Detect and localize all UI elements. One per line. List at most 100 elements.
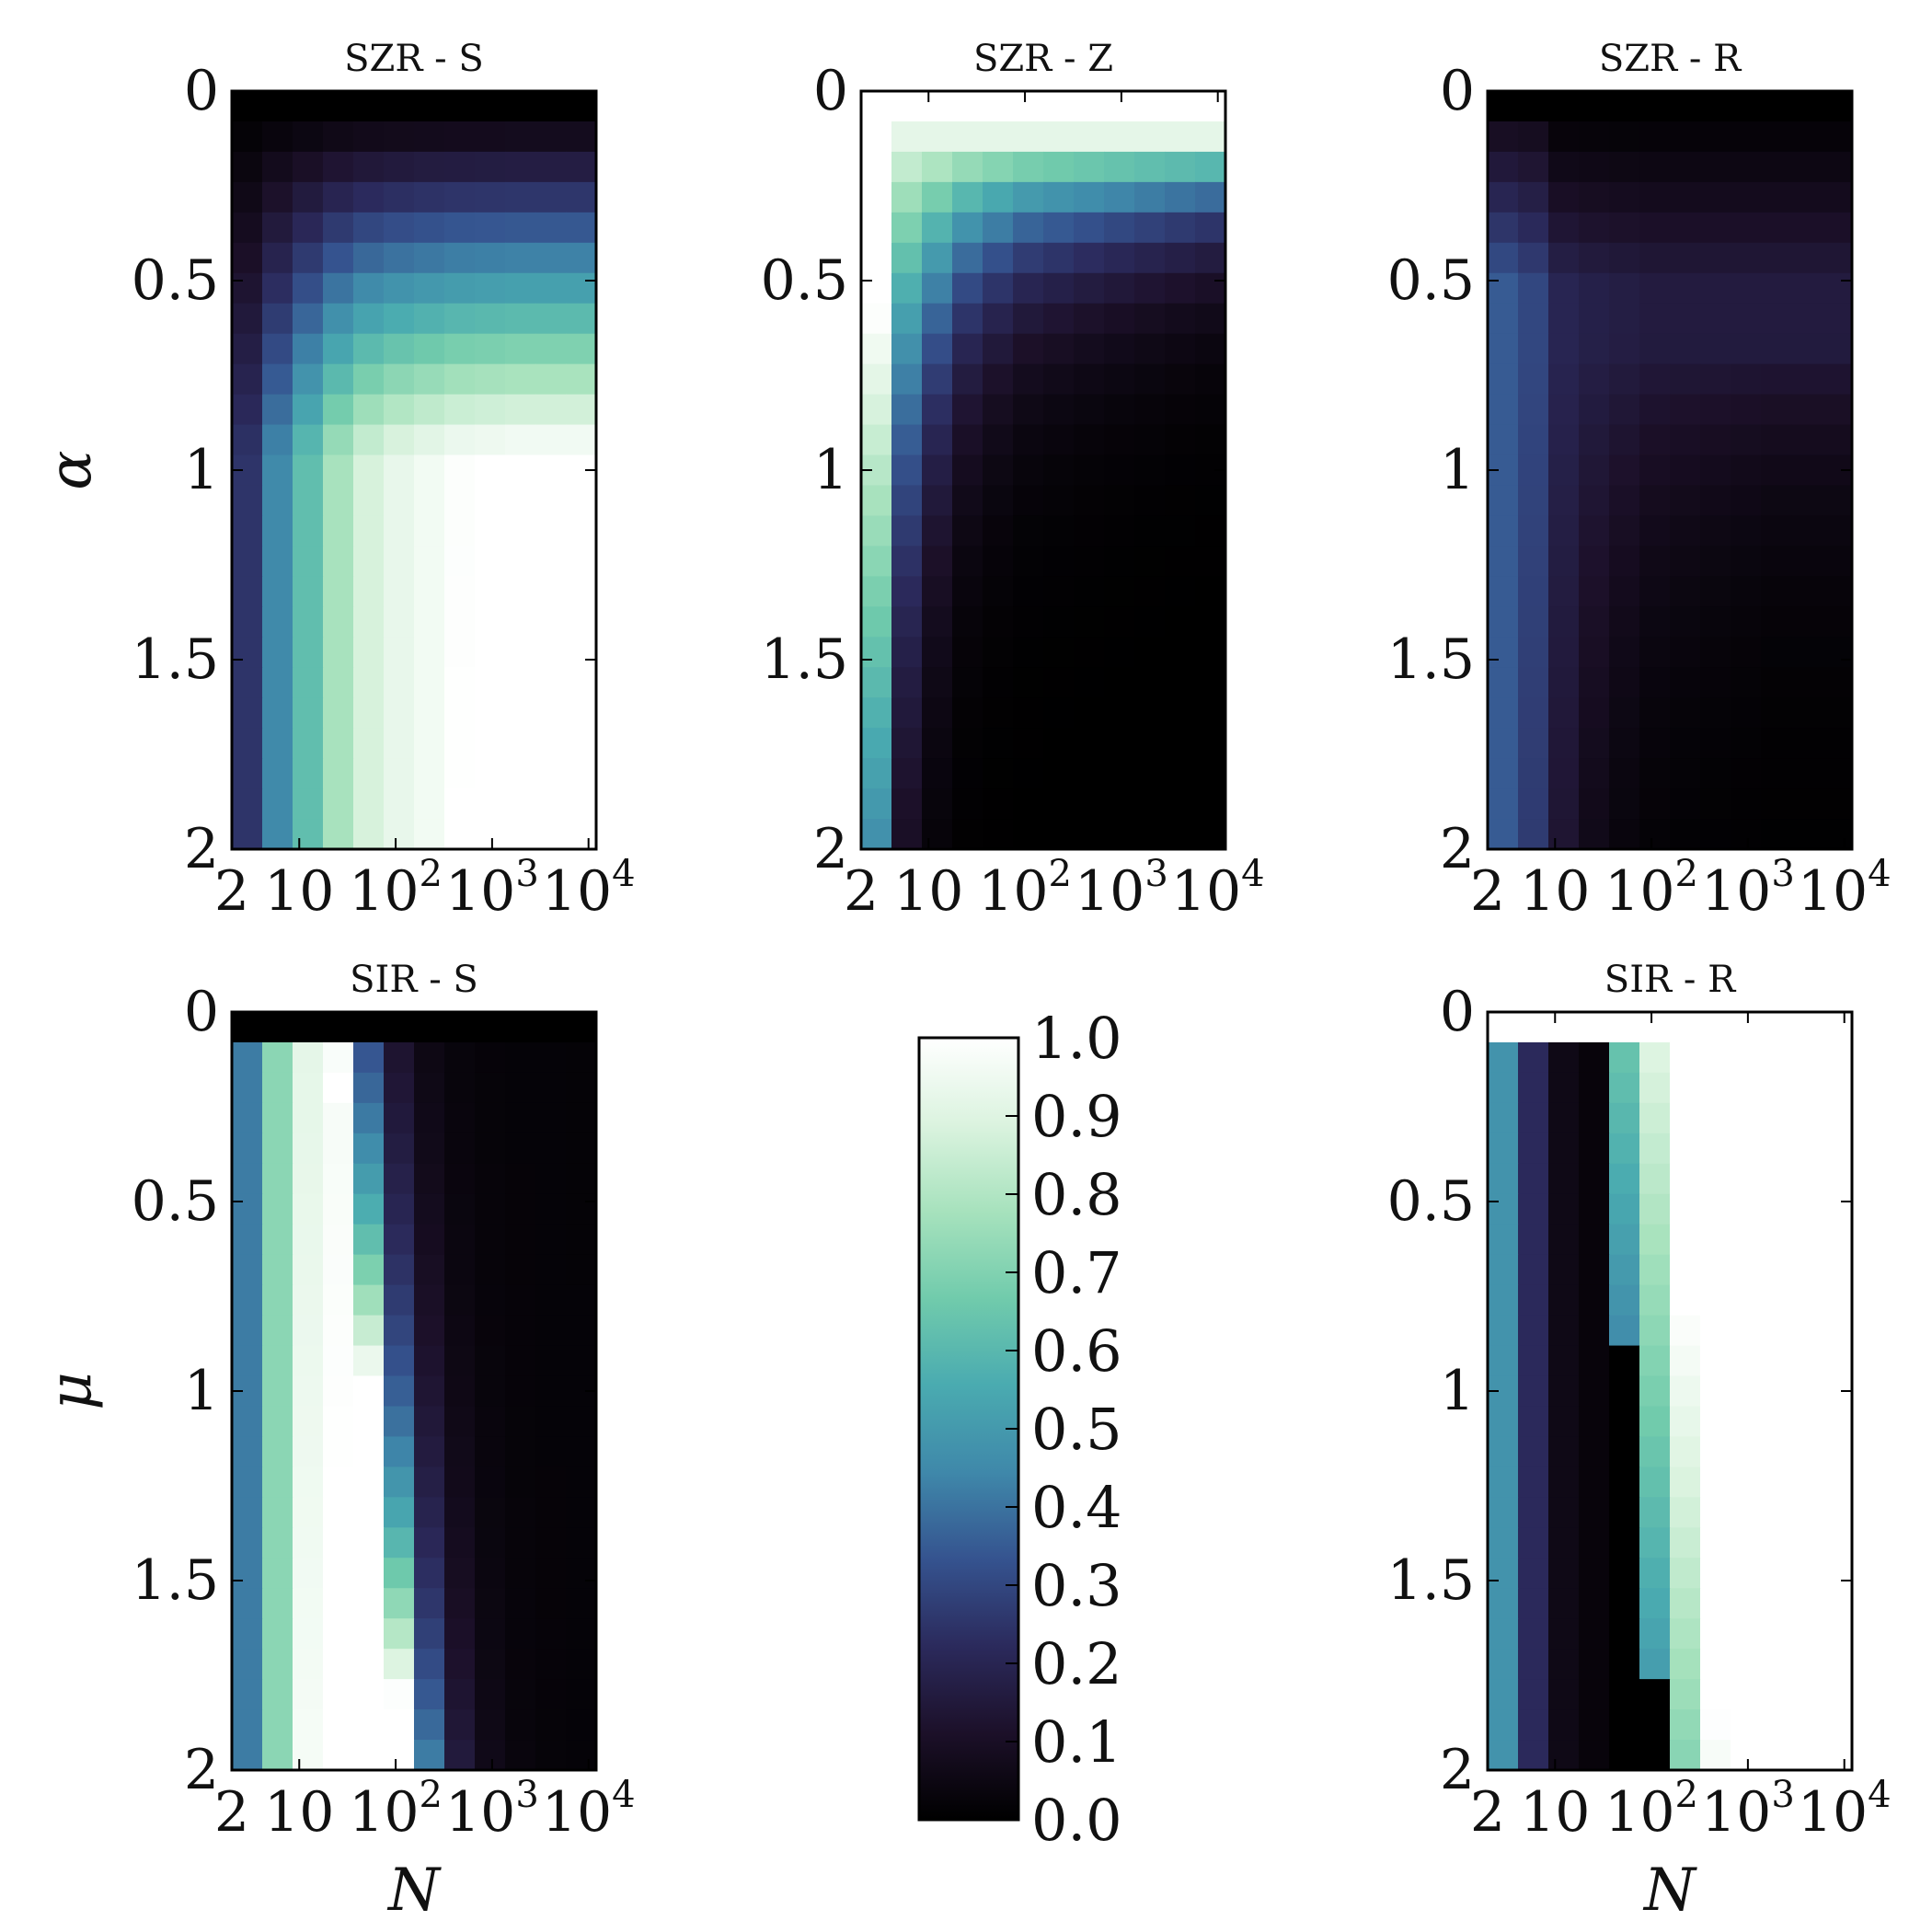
panel-title: SZR - Z <box>973 38 1113 80</box>
heatmap-cell <box>566 1649 597 1680</box>
heatmap-cell <box>293 1284 324 1317</box>
heatmap-cell <box>505 1527 536 1558</box>
heatmap-cell <box>384 1709 415 1741</box>
heatmap-cell <box>1548 212 1580 244</box>
heatmap-cell <box>1639 1740 1671 1771</box>
heatmap-cell <box>1013 697 1044 729</box>
heatmap-cell <box>566 606 597 638</box>
heatmap-cell <box>1639 1558 1671 1589</box>
heatmap-cell <box>414 1102 445 1134</box>
heatmap-cell <box>1013 667 1044 698</box>
heatmap-cell <box>353 1436 385 1467</box>
heatmap-cell <box>952 576 983 607</box>
heatmap-cell <box>1579 394 1610 426</box>
heatmap-cell <box>983 637 1014 668</box>
heatmap-cell <box>1731 1588 1762 1619</box>
heatmap-cell <box>1761 242 1792 274</box>
heatmap-cell <box>232 1679 263 1710</box>
heatmap-cell <box>353 363 385 396</box>
heatmap-cell <box>983 546 1014 577</box>
heatmap-cell <box>505 576 536 607</box>
heatmap-cell <box>1731 1133 1762 1165</box>
heatmap-cell <box>1731 1649 1762 1680</box>
heatmap-cell <box>1043 788 1075 820</box>
heatmap-cell <box>1639 515 1671 546</box>
heatmap-cell <box>1731 121 1762 153</box>
heatmap-cell <box>1548 1133 1580 1165</box>
heatmap-cell <box>952 151 983 183</box>
heatmap-cell <box>1791 697 1823 729</box>
heatmap-cell <box>232 1588 263 1619</box>
heatmap-cell <box>1761 1315 1792 1347</box>
heatmap-cell <box>1134 515 1166 546</box>
heatmap-cell <box>1700 1345 1731 1377</box>
heatmap-cell <box>353 1345 385 1377</box>
heatmap-cell <box>1761 606 1792 638</box>
heatmap-cell <box>262 1709 293 1741</box>
heatmap-cell <box>952 212 983 244</box>
heatmap-cell <box>566 212 597 244</box>
heatmap-cell <box>535 515 567 546</box>
heatmap-cell <box>1731 1072 1762 1104</box>
heatmap-cell <box>414 1588 445 1619</box>
heatmap-cell <box>1074 394 1105 426</box>
heatmap-cell <box>262 181 293 213</box>
heatmap-cell <box>1579 1618 1610 1650</box>
heatmap-cell <box>1791 1466 1823 1498</box>
heatmap-cell <box>414 1224 445 1256</box>
heatmap-cell <box>353 333 385 365</box>
heatmap-cell <box>1548 363 1580 396</box>
heatmap-cell <box>1488 1649 1519 1680</box>
heatmap-cell <box>1518 546 1549 577</box>
heatmap-cell <box>1165 424 1196 456</box>
heatmap-cell <box>1700 819 1731 850</box>
heatmap-cell <box>1518 212 1549 244</box>
heatmap-cell <box>475 242 506 274</box>
heatmap-cell <box>414 1497 445 1528</box>
y-tick-label: 0 <box>813 59 848 123</box>
heatmap-cell <box>1761 515 1792 546</box>
heatmap-cell <box>323 1527 354 1558</box>
heatmap-cell <box>353 1740 385 1771</box>
heatmap-cell <box>1609 272 1640 305</box>
heatmap-cell <box>475 1588 506 1619</box>
heatmap-cell <box>1822 1041 1853 1074</box>
heatmap-cell <box>323 363 354 396</box>
heatmap-cell <box>983 788 1014 820</box>
heatmap-cell <box>891 546 923 577</box>
heatmap-cell <box>1822 1224 1853 1256</box>
heatmap-cell <box>1700 363 1731 396</box>
heatmap-cell <box>1670 91 1701 122</box>
heatmap-cell <box>535 1618 567 1650</box>
heatmap-cell <box>1488 1618 1519 1650</box>
heatmap-cell <box>353 606 385 638</box>
heatmap-cell <box>952 606 983 638</box>
y-tick-label: 2 <box>184 817 219 881</box>
heatmap-cell <box>983 151 1014 183</box>
heatmap-cell <box>1700 667 1731 698</box>
heatmap-cell <box>1074 576 1105 607</box>
heatmap-cell <box>1104 333 1135 365</box>
heatmap-cell <box>1761 758 1792 789</box>
heatmap-cell <box>535 272 567 305</box>
heatmap-cell <box>1822 637 1853 668</box>
heatmap-cell <box>983 728 1014 759</box>
heatmap-cell <box>1639 1102 1671 1134</box>
heatmap-cell <box>323 546 354 577</box>
heatmap-cell <box>262 546 293 577</box>
heatmap-cell <box>1822 1102 1853 1134</box>
heatmap-cell <box>1761 1740 1792 1771</box>
heatmap-cell <box>566 1254 597 1286</box>
x-tick-label: 10 <box>1520 859 1590 924</box>
heatmap-cell <box>1134 242 1166 274</box>
heatmap-cell <box>1609 1558 1640 1589</box>
heatmap-cell <box>1731 424 1762 456</box>
heatmap-cell <box>1822 1163 1853 1195</box>
heatmap-cell <box>262 1740 293 1771</box>
heatmap-cell <box>1761 1558 1792 1589</box>
heatmap-cell <box>535 485 567 517</box>
heatmap-cell <box>384 91 415 122</box>
heatmap-cell <box>1488 576 1519 607</box>
y-tick-label: 0.5 <box>1387 248 1475 313</box>
heatmap-cell <box>1822 1193 1853 1225</box>
